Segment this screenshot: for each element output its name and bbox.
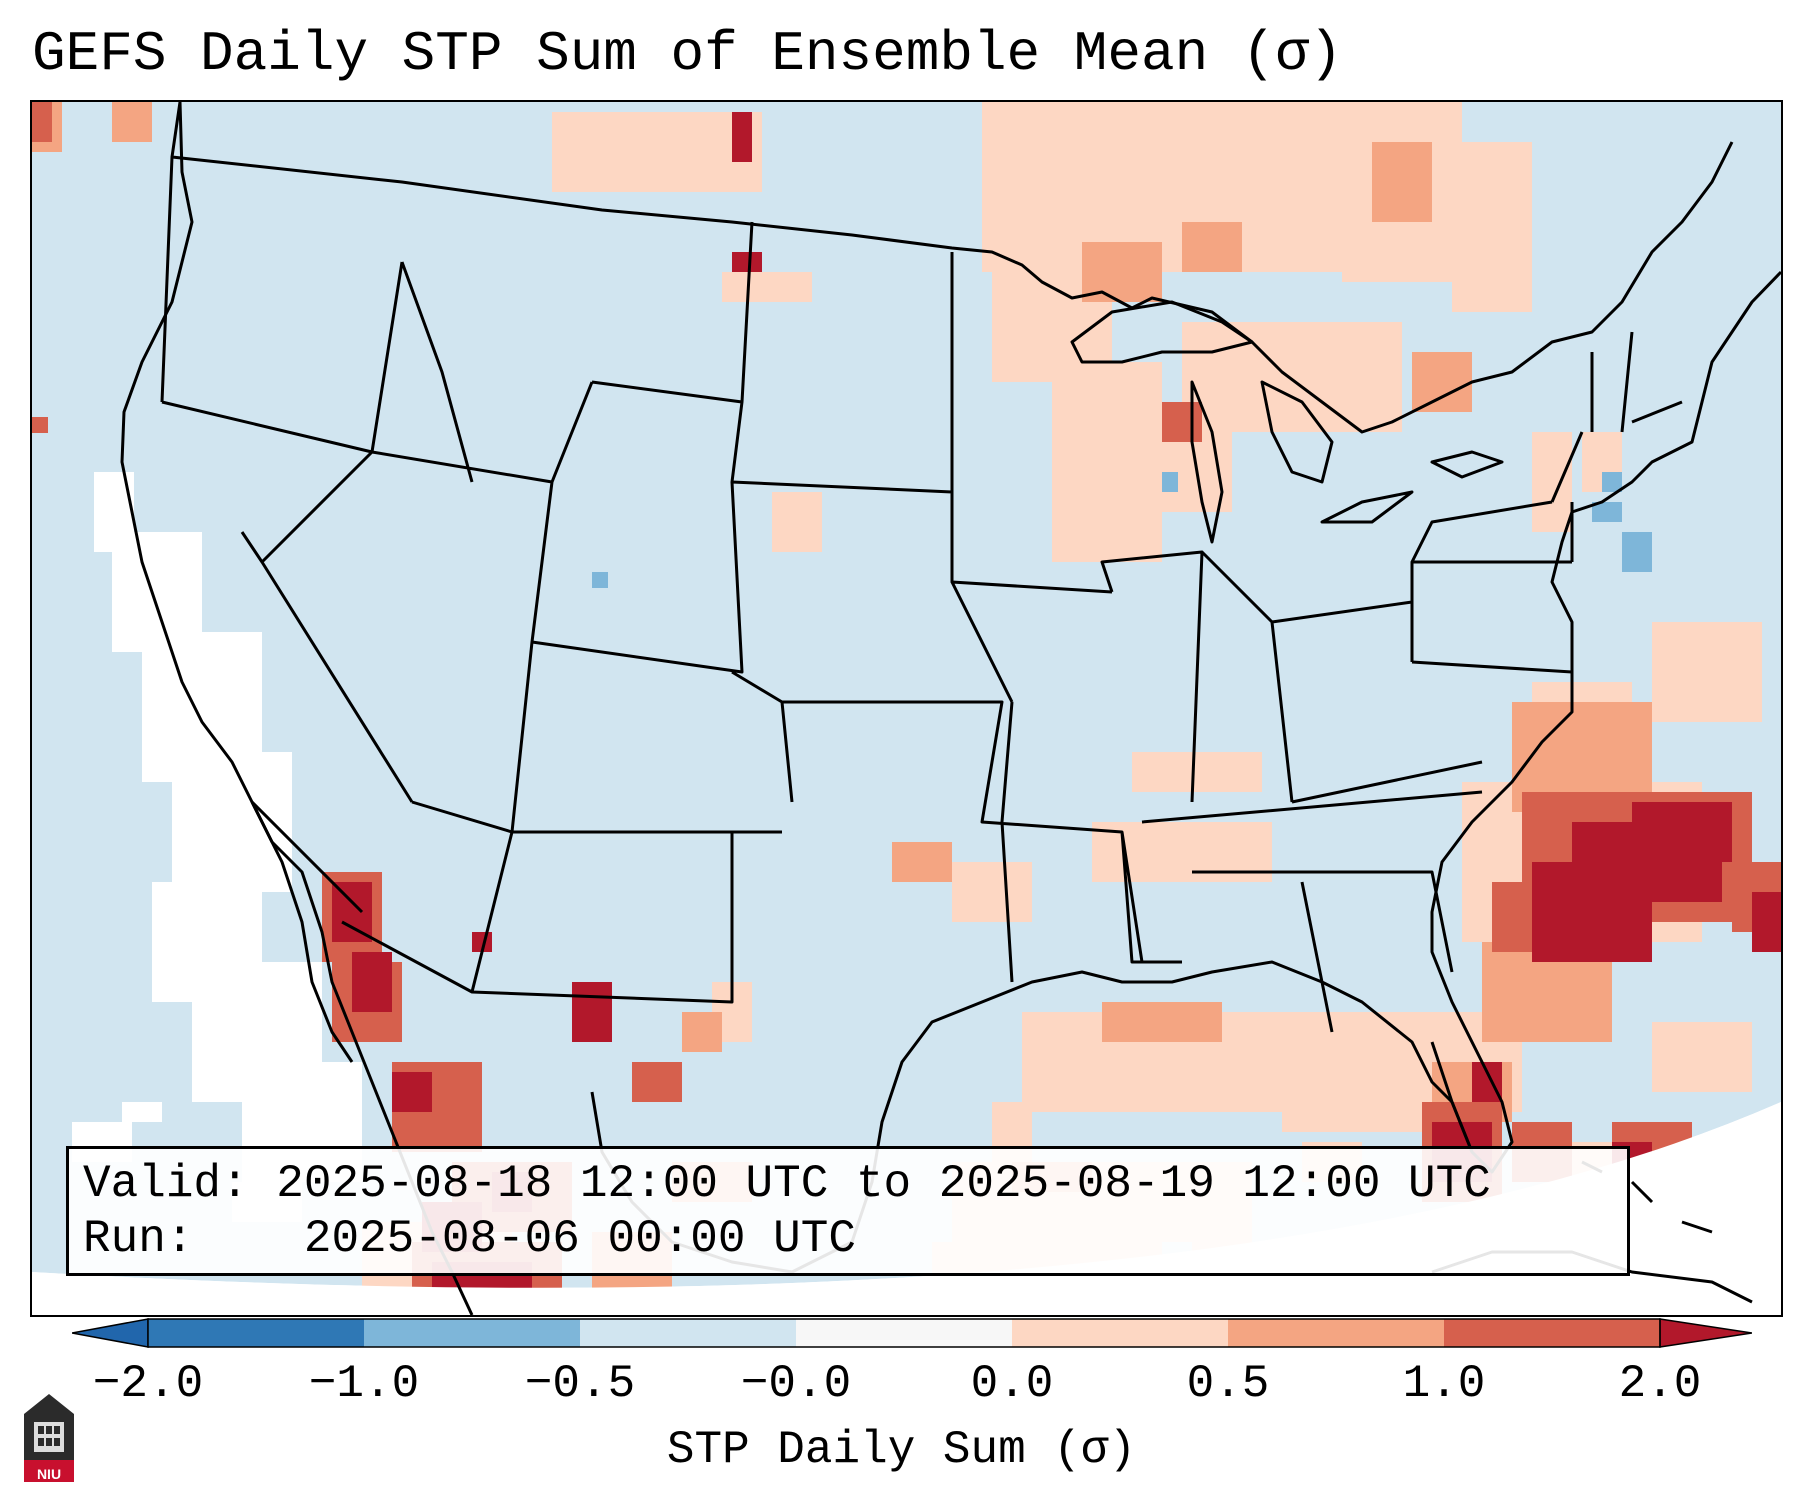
lake-erie <box>1320 490 1414 524</box>
colorbar-segment-4 <box>796 1319 1012 1347</box>
florida-coastline <box>1430 1041 1474 1153</box>
map-svg <box>32 102 1781 1315</box>
tick-label: 1.0 <box>1402 1358 1486 1410</box>
valid-value: 2025-08-18 12:00 UTC to 2025-08-19 12:00… <box>276 1158 1491 1210</box>
lake-huron <box>1260 380 1334 484</box>
tick-label: −0.5 <box>524 1358 636 1410</box>
valid-label: Valid: <box>83 1158 249 1210</box>
tick-label: 0.5 <box>1186 1358 1270 1410</box>
negative-field <box>592 472 1652 588</box>
colorbar-label: STP Daily Sum (σ) <box>666 1424 1137 1476</box>
colorbar-segment-5 <box>1012 1319 1228 1347</box>
colorbar-extend-low <box>72 1318 149 1348</box>
niu-logo: NIU <box>20 1390 78 1486</box>
chart-title: GEFS Daily STP Sum of Ensemble Mean (σ) <box>32 22 1343 86</box>
lake-ontario <box>1430 450 1504 479</box>
map-panel <box>30 100 1783 1317</box>
state-lines <box>160 156 1683 1033</box>
pacific-neutral-field <box>72 472 362 1222</box>
tick-label: −0.0 <box>740 1358 852 1410</box>
colorbar-segment-6 <box>1228 1319 1444 1347</box>
colorbar-extend-high <box>1659 1318 1752 1348</box>
valid-time-box: Valid: 2025-08-18 12:00 UTC to 2025-08-1… <box>66 1146 1630 1276</box>
colorbar-segment-1 <box>148 1319 364 1347</box>
tick-label: 2.0 <box>1618 1358 1702 1410</box>
colorbar-segment-7 <box>1444 1319 1660 1347</box>
valid-row: Valid: 2025-08-18 12:00 UTC to 2025-08-1… <box>83 1157 1613 1212</box>
tick-label: 0.0 <box>970 1358 1054 1410</box>
lake-superior <box>1070 300 1254 364</box>
colorbar-frame <box>147 1318 1661 1348</box>
colorbar <box>72 1318 1752 1348</box>
run-value: 2025-08-06 00:00 UTC <box>303 1213 856 1265</box>
logo-text: NIU <box>36 1466 62 1482</box>
baja-coastline <box>250 801 354 1063</box>
university-tower-icon <box>24 1394 74 1482</box>
colorbar-segment-3 <box>580 1319 796 1347</box>
tick-label: −2.0 <box>92 1358 204 1410</box>
tick-label: −1.0 <box>308 1358 420 1410</box>
run-label: Run: <box>83 1213 194 1265</box>
lake-michigan <box>1190 380 1224 544</box>
run-row: Run: 2025-08-06 00:00 UTC <box>83 1212 1613 1267</box>
colorbar-segment-2 <box>364 1319 580 1347</box>
pacific-coastline <box>120 102 474 1315</box>
